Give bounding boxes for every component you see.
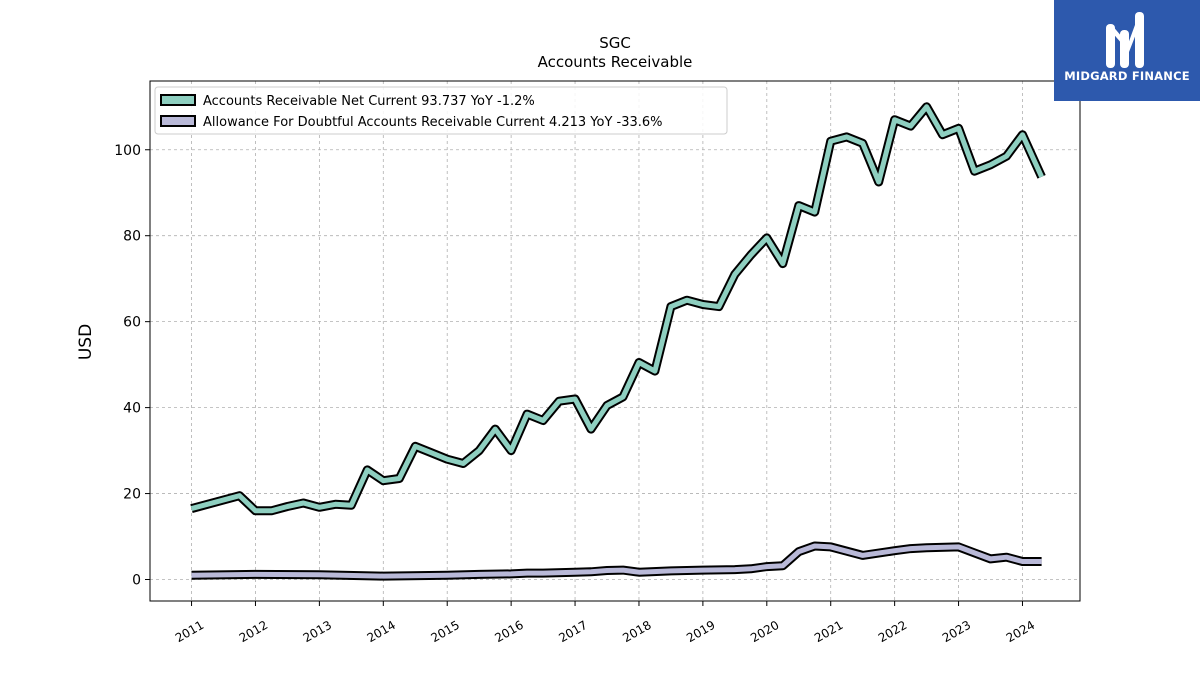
x-tick-label: 2018: [620, 618, 653, 645]
grid: [150, 81, 1080, 601]
x-tick-label: 2021: [812, 618, 845, 645]
legend: Accounts Receivable Net Current 93.737 Y…: [154, 86, 728, 135]
x-tick-label: 2014: [365, 618, 398, 645]
y-tick-label: 100: [114, 143, 141, 159]
y-tick-label: 0: [132, 573, 141, 589]
chart-title: SGC: [599, 34, 631, 52]
x-tick-label: 2013: [301, 618, 334, 645]
series-allowance: [191, 541, 1042, 581]
x-tick-label: 2015: [428, 618, 461, 645]
x-axis: 2011 2012 2013 2014 2015 2016 2017 2018 2019 2020…: [173, 601, 1037, 645]
x-tick-label: 2016: [492, 618, 525, 645]
x-tick-label: 2019: [684, 618, 717, 645]
legend-label-accounts-receivable: Accounts Receivable Net Current 93.737 Y…: [203, 94, 535, 109]
brand-logo: MIDGARD FINANCE: [1054, 0, 1200, 101]
series-accounts-receivable: [190, 102, 1046, 516]
x-tick-label: 2017: [556, 618, 589, 645]
x-tick-label: 2020: [748, 618, 781, 645]
y-tick-label: 60: [123, 315, 141, 331]
plot-frame: [149, 80, 1081, 602]
legend-swatch-accounts-receivable: [160, 94, 196, 106]
y-axis: 0 20 40 60 80 100: [114, 143, 150, 589]
x-tick-label: 2022: [876, 618, 909, 645]
x-tick-label: 2012: [237, 618, 270, 645]
x-tick-label: 2023: [940, 618, 973, 645]
series-accounts-receivable-line: [190, 104, 1044, 514]
series-layer: [190, 102, 1046, 581]
legend-swatch-allowance: [160, 115, 196, 127]
y-tick-label: 80: [123, 229, 141, 245]
legend-label-allowance: Allowance For Doubtful Accounts Receivab…: [203, 115, 663, 130]
brand-name: MIDGARD FINANCE: [1064, 69, 1190, 83]
y-tick-label: 20: [123, 487, 141, 503]
y-tick-label: 40: [123, 401, 141, 417]
y-axis-label: USD: [76, 324, 96, 360]
chart-subtitle: Accounts Receivable: [538, 53, 693, 71]
midgard-logo-icon: [1106, 12, 1144, 68]
series-allowance-line: [191, 543, 1042, 579]
legend-box: [154, 86, 728, 135]
x-tick-label: 2011: [173, 618, 206, 645]
x-tick-label: 2024: [1004, 618, 1037, 645]
